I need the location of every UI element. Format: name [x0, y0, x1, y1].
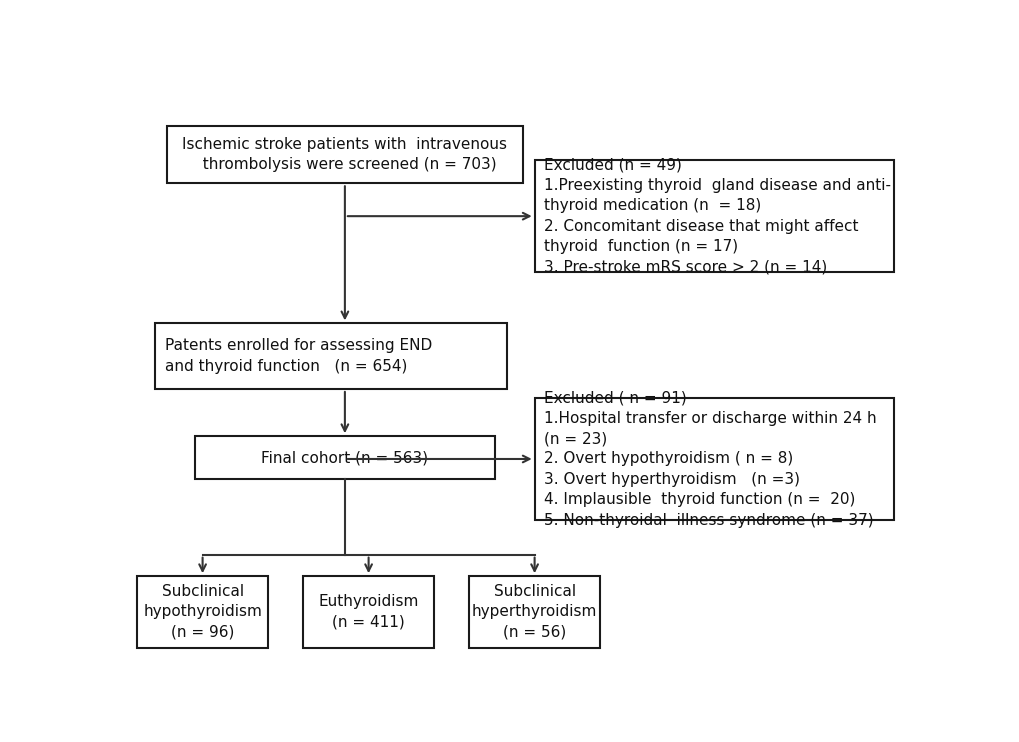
Text: Final cohort (n = 563): Final cohort (n = 563)	[261, 450, 428, 465]
Text: Euthyroidism
(n = 411): Euthyroidism (n = 411)	[318, 594, 419, 629]
Bar	[534, 160, 894, 272]
Bar	[167, 126, 522, 183]
Text: Subclinical
hypothyroidism
(n = 96): Subclinical hypothyroidism (n = 96)	[143, 584, 262, 640]
Bar	[155, 324, 506, 389]
Bar	[195, 436, 494, 479]
Text: Excluded ( n = 91)
1.Hospital transfer or discharge within 24 h
(n = 23)
2. Over: Excluded ( n = 91) 1.Hospital transfer o…	[543, 390, 876, 528]
Bar	[534, 398, 894, 520]
Text: Subclinical
hyperthyroidism
(n = 56): Subclinical hyperthyroidism (n = 56)	[472, 584, 597, 640]
Bar	[303, 576, 433, 648]
Text: Patents enrolled for assessing END
and thyroid function   (n = 654): Patents enrolled for assessing END and t…	[164, 338, 431, 374]
Text: Ischemic stroke patients with  intravenous
  thrombolysis were screened (n = 703: Ischemic stroke patients with intravenou…	[182, 137, 506, 172]
Bar	[469, 576, 599, 648]
Text: Excluded (n = 49)
1.Preexisting thyroid  gland disease and anti-
thyroid medicat: Excluded (n = 49) 1.Preexisting thyroid …	[543, 157, 891, 275]
Bar	[138, 576, 268, 648]
